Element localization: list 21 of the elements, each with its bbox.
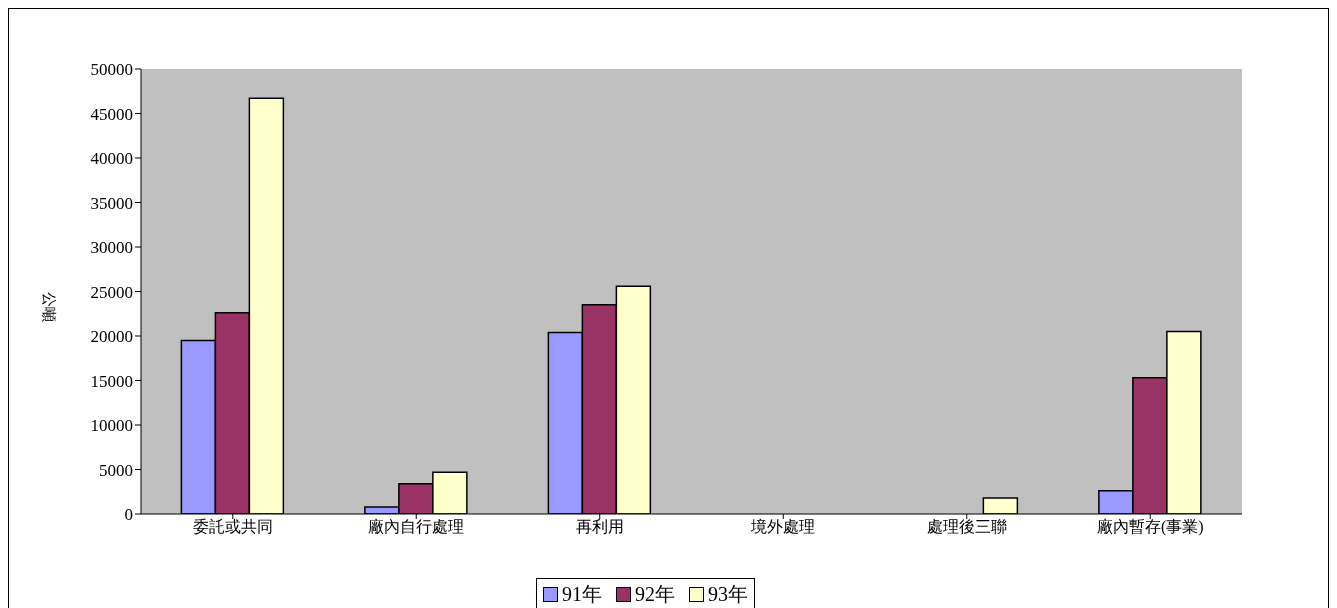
x-tick-label: 境外處理 [750, 518, 816, 536]
legend-label: 92年 [635, 582, 675, 607]
y-axis-title: 公噸 [40, 291, 57, 322]
y-tick-label: 25000 [90, 282, 133, 302]
y-tick-label: 30000 [90, 238, 133, 258]
legend-label: 91年 [562, 582, 602, 607]
x-tick-label: 再利用 [575, 518, 624, 536]
x-tick-label: 廠內暫存(事業) [1096, 518, 1204, 537]
x-tick-label: 處理後三聯 [926, 518, 1007, 536]
y-tick-label: 10000 [90, 416, 133, 436]
y-tick-label: 45000 [90, 104, 133, 124]
x-tick-label: 廠內自行處理 [368, 518, 465, 536]
x-tick-label: 委託或共同 [192, 518, 273, 536]
legend-label: 93年 [708, 582, 748, 607]
y-tick-label: 50000 [90, 60, 133, 80]
y-tick-label: 35000 [90, 193, 133, 213]
y-tick-label: 20000 [90, 327, 133, 347]
y-tick-label: 40000 [90, 149, 133, 169]
y-tick-label: 5000 [99, 460, 133, 480]
y-tick-label: 0 [124, 505, 133, 525]
y-tick-label: 15000 [90, 371, 133, 391]
